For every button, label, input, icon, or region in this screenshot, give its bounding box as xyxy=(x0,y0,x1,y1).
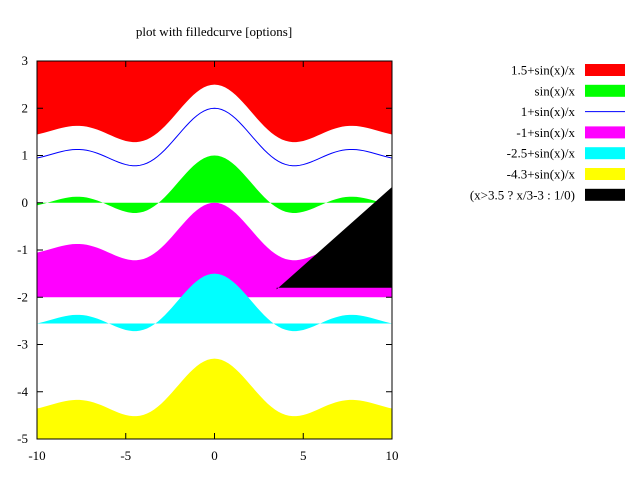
series-6-mark xyxy=(37,358,392,439)
legend-swatch xyxy=(585,84,625,97)
legend-label: -4.3+sin(x)/x xyxy=(507,167,576,182)
y-tick-label: 1 xyxy=(22,148,29,163)
y-tick-label: -3 xyxy=(17,337,28,352)
series-5-mark xyxy=(37,273,392,332)
series-1-mark xyxy=(37,61,392,143)
series-3-mark xyxy=(36,107,393,167)
y-tick-label: -2 xyxy=(17,289,28,304)
legend-label: -2.5+sin(x)/x xyxy=(507,146,576,161)
legend-swatch xyxy=(585,64,625,76)
x-tick-label: -5 xyxy=(120,448,131,463)
x-tick-label: -10 xyxy=(28,448,45,463)
legend-label: 1.5+sin(x)/x xyxy=(511,63,576,78)
y-tick-label: -4 xyxy=(17,384,28,399)
y-tick-label: 2 xyxy=(22,100,29,115)
y-tick-label: 0 xyxy=(22,195,29,210)
legend-label: (x>3.5 ? x/3-3 : 1/0) xyxy=(470,187,575,202)
y-tick-label: 3 xyxy=(22,53,29,68)
legend-label: 1+sin(x)/x xyxy=(521,104,576,119)
series-7-mark xyxy=(276,187,392,290)
legend-label: sin(x)/x xyxy=(535,83,576,98)
legend: 1.5+sin(x)/x sin(x)/x 1+sin(x)/x -1+sin(x)/… xyxy=(470,63,625,202)
legend-label: -1+sin(x)/x xyxy=(516,125,575,140)
x-tick-label: 0 xyxy=(211,448,218,463)
x-tick-label: 10 xyxy=(386,448,399,463)
plot-area xyxy=(36,61,393,439)
legend-swatch xyxy=(585,147,625,160)
legend-swatch xyxy=(585,126,625,139)
y-tick-label: -1 xyxy=(17,242,28,257)
x-tick-label: 5 xyxy=(300,448,307,463)
chart-title: plot with filledcurve [options] xyxy=(136,24,292,39)
series-2-mark xyxy=(37,155,392,213)
legend-swatch xyxy=(585,168,625,180)
y-tick-label: -5 xyxy=(17,431,28,446)
legend-swatch xyxy=(585,188,625,201)
